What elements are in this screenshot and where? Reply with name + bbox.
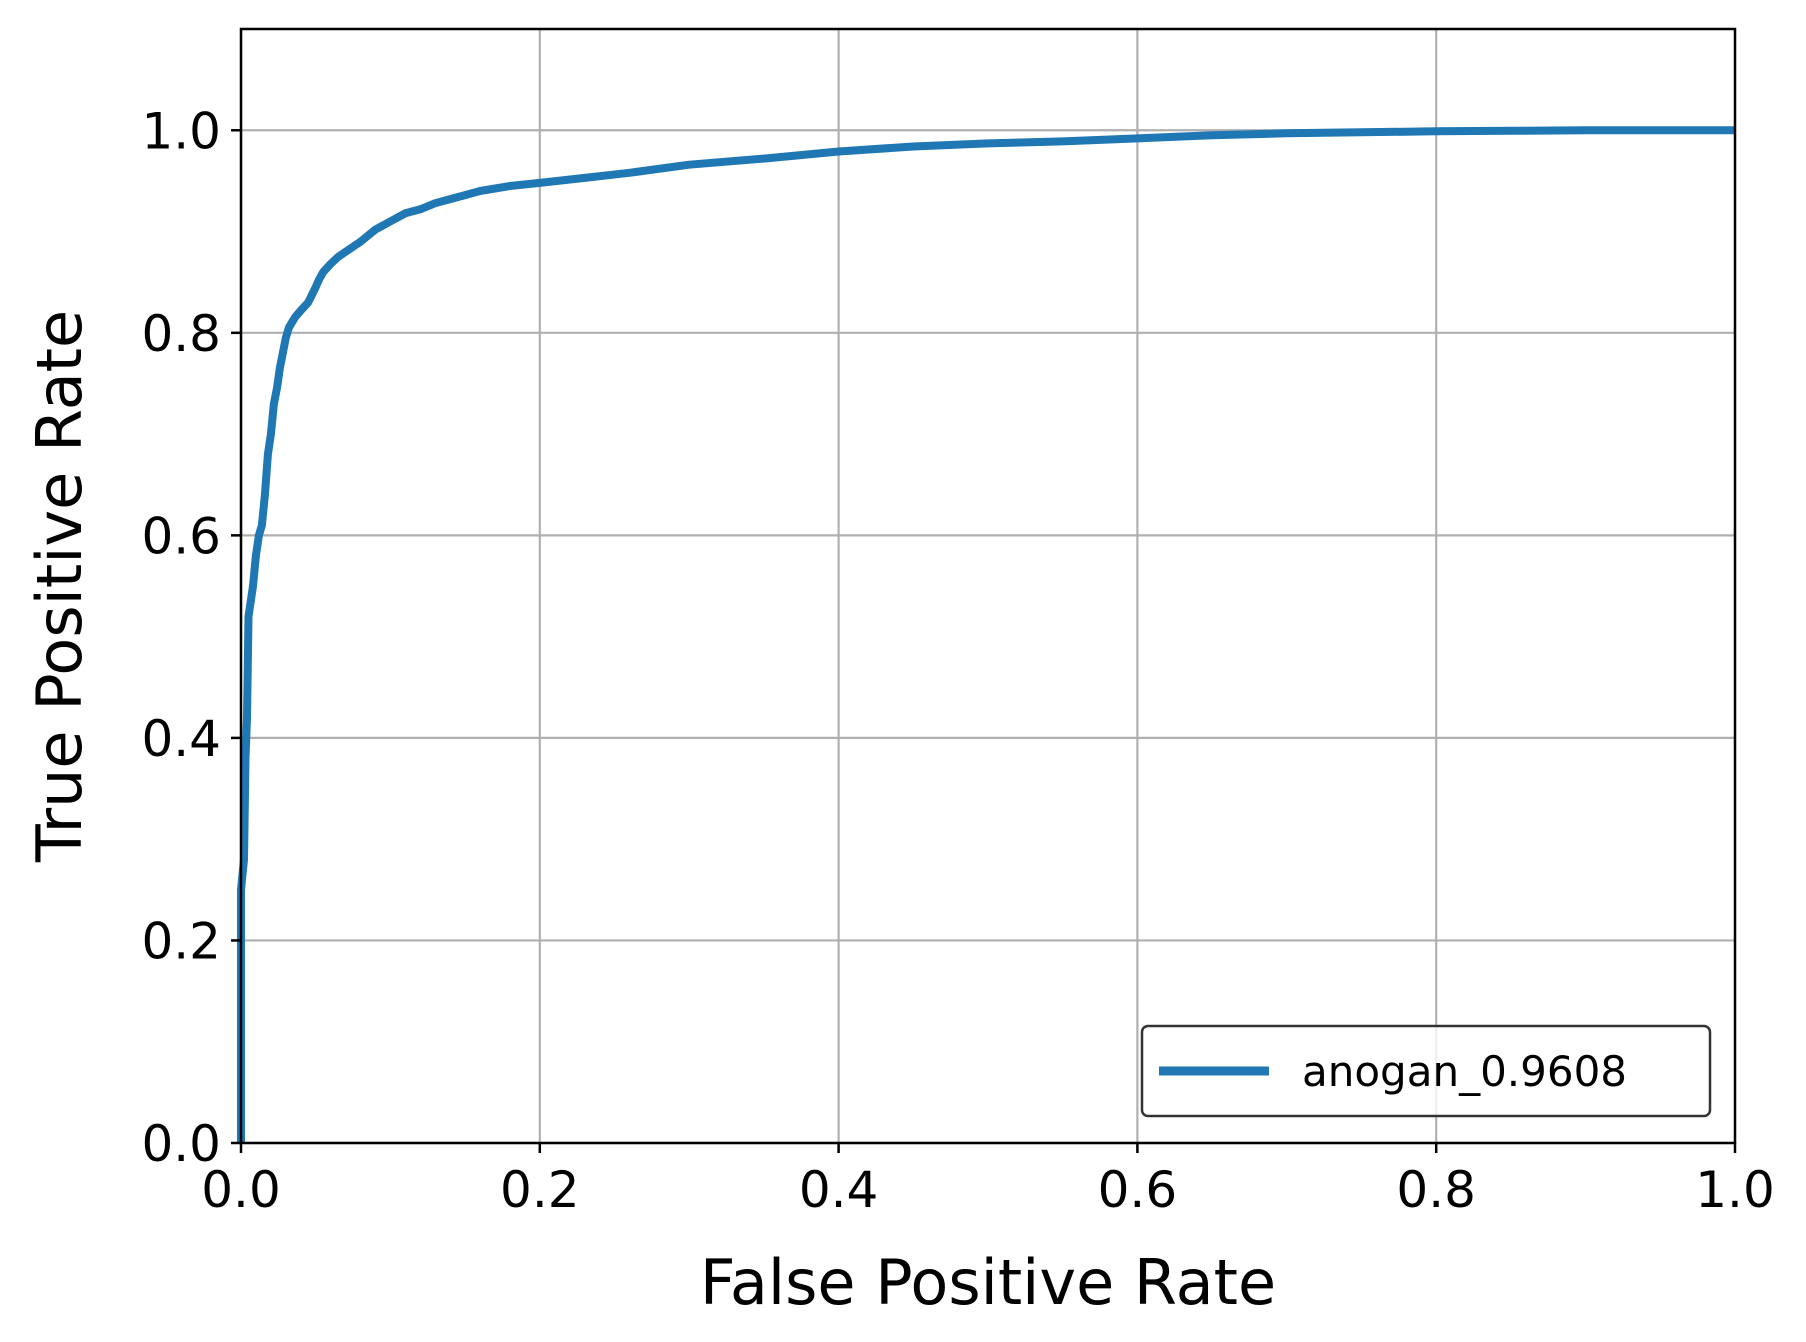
x-tick-label: 0.4 xyxy=(799,1161,879,1219)
legend: anogan_0.9608 xyxy=(1140,1024,1712,1118)
plot-area-frame xyxy=(239,27,1737,1145)
x-tick-label: 1.0 xyxy=(1695,1161,1775,1219)
y-axis-ticks: 0.0 0.2 0.4 0.6 0.8 1.0 xyxy=(141,102,241,1173)
y-tick-label: 0.0 xyxy=(141,1115,221,1173)
series-layer xyxy=(237,126,1735,1143)
y-tick-label: 0.2 xyxy=(141,912,221,970)
x-tick-label: 0.2 xyxy=(500,1161,580,1219)
x-tick-label: 0.0 xyxy=(201,1161,281,1219)
y-tick-label: 0.6 xyxy=(141,507,221,565)
y-tick-label: 1.0 xyxy=(141,102,221,160)
x-axis-title: False Positive Rate xyxy=(700,1246,1276,1319)
legend-box xyxy=(1140,1024,1712,1118)
y-tick-label: 0.4 xyxy=(141,710,221,768)
x-tick-label: 0.6 xyxy=(1098,1161,1178,1219)
legend-label-anogan: anogan_0.9608 xyxy=(1302,1047,1627,1096)
y-tick-label: 0.8 xyxy=(141,305,221,363)
x-axis-ticks: 0.0 0.2 0.4 0.6 0.8 1.0 xyxy=(201,1143,1775,1219)
y-axis-title: True Positive Rate xyxy=(23,310,96,863)
series-line-anogan xyxy=(237,126,1735,1143)
x-tick-label: 0.8 xyxy=(1396,1161,1476,1219)
